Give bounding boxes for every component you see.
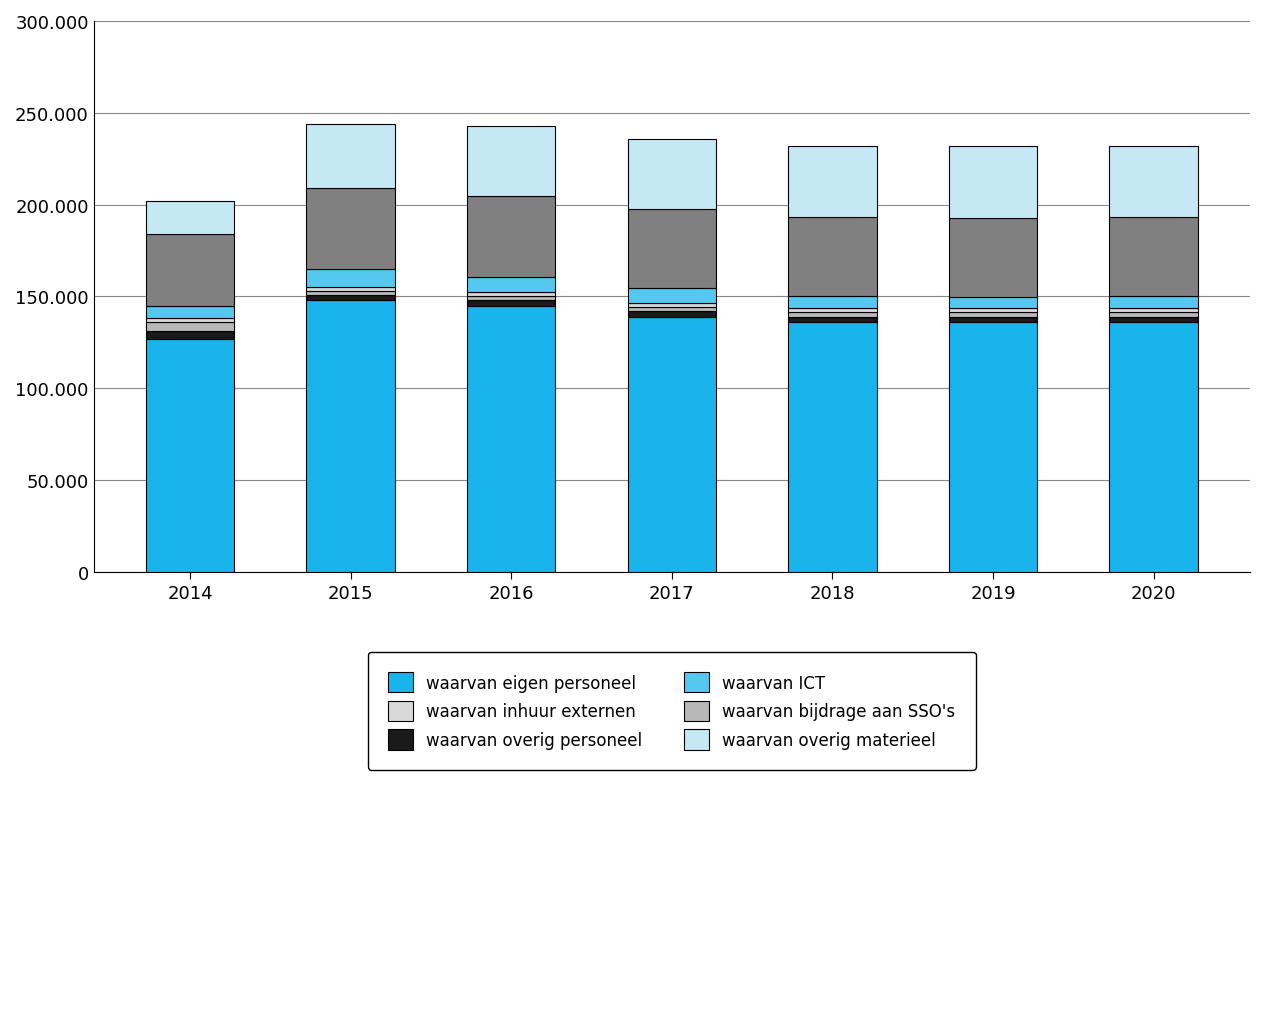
Bar [949, 313, 1037, 317]
Bar [467, 278, 555, 292]
Bar [788, 147, 877, 217]
Bar [627, 308, 716, 312]
Bar [949, 323, 1037, 573]
Bar [467, 301, 555, 307]
Bar [788, 317, 877, 323]
Bar [1109, 218, 1198, 298]
Bar [467, 297, 555, 301]
Bar [1109, 313, 1198, 317]
Bar [145, 332, 234, 339]
Bar [467, 307, 555, 573]
Bar [788, 217, 877, 297]
Bar [467, 126, 555, 197]
Bar [145, 323, 234, 332]
Bar [788, 323, 877, 573]
Bar [788, 309, 877, 313]
Bar [1109, 323, 1198, 573]
Bar [1109, 147, 1198, 218]
Bar [306, 288, 395, 291]
Bar [949, 317, 1037, 323]
Bar [788, 313, 877, 317]
Bar [627, 304, 716, 308]
Bar [145, 319, 234, 323]
Bar [306, 291, 395, 296]
Bar [306, 270, 395, 288]
Bar [467, 197, 555, 278]
Bar [1109, 298, 1198, 309]
Bar [467, 292, 555, 297]
Bar [1109, 317, 1198, 323]
Bar [627, 312, 716, 317]
Bar [1109, 309, 1198, 313]
Bar [145, 234, 234, 307]
Bar [788, 297, 877, 309]
Bar [949, 219, 1037, 299]
Bar [949, 309, 1037, 313]
Bar [145, 307, 234, 319]
Bar [949, 147, 1037, 219]
Bar [949, 299, 1037, 309]
Bar [306, 189, 395, 270]
Legend: waarvan eigen personeel, waarvan inhuur externen, waarvan overig personeel, waar: waarvan eigen personeel, waarvan inhuur … [368, 652, 975, 769]
Bar [145, 339, 234, 573]
Bar [627, 140, 716, 210]
Bar [306, 296, 395, 301]
Bar [627, 289, 716, 304]
Bar [627, 317, 716, 573]
Bar [306, 301, 395, 573]
Bar [145, 202, 234, 234]
Bar [627, 210, 716, 289]
Bar [306, 124, 395, 189]
